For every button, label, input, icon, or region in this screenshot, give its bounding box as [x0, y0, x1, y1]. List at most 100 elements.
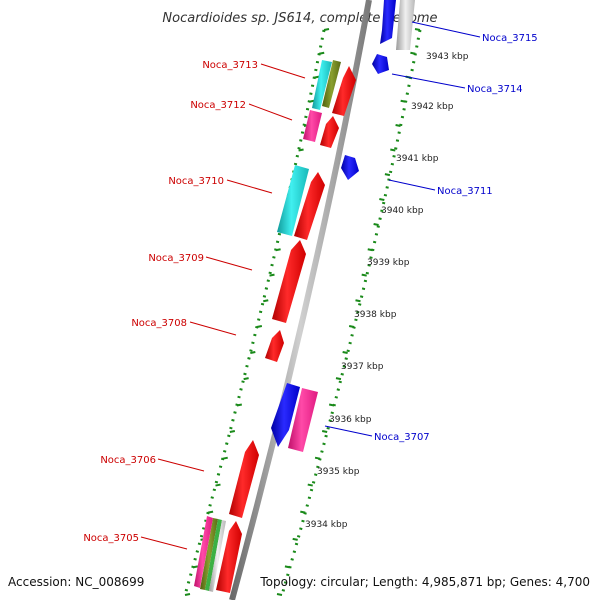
tick-mark	[292, 537, 298, 541]
gene-arrow-3705-magenta	[194, 516, 213, 588]
gene-arrow-3705-green	[205, 519, 222, 591]
tick-mark	[379, 198, 385, 201]
gene-label-3710: Noca_3710	[168, 176, 224, 187]
gene-labels: Noca_3715 Noca_3714 Noca_3713 Noca_3712 …	[83, 33, 537, 544]
leader-3706	[157, 458, 205, 472]
leader-3713	[260, 63, 306, 79]
tick-label-3935: 3935 kbp	[317, 467, 360, 477]
leader-3710	[226, 179, 273, 194]
accession-text: Accession: NC_008699	[8, 575, 144, 589]
gene-arrow-3708	[265, 330, 284, 362]
tick-mark	[414, 28, 421, 31]
tick-mark	[410, 51, 416, 55]
tick-label-3938: 3938 kbp	[354, 310, 397, 320]
gene-arrow-3710-cyan	[277, 165, 309, 236]
tick-mark	[314, 75, 320, 79]
tick-mark	[184, 593, 191, 596]
gene-arrow-3714	[372, 54, 389, 74]
tick-marks	[184, 28, 421, 596]
tick-mark	[323, 28, 330, 31]
tick-mark	[348, 325, 355, 329]
tick-mark	[395, 124, 401, 128]
gene-label-3709: Noca_3709	[148, 253, 204, 264]
tick-mark	[263, 299, 269, 303]
tick-mark	[307, 483, 313, 487]
gene-arrow-3707-magenta	[288, 388, 318, 452]
gene-arrow-3712-magenta	[303, 110, 322, 142]
gene-arrow-3715-grey	[396, 0, 415, 50]
gene-arrow-3706	[229, 440, 259, 518]
tick-mark	[314, 456, 321, 460]
tick-mark	[335, 377, 342, 381]
gene-features	[194, 0, 415, 593]
gene-label-3713: Noca_3713	[202, 60, 258, 71]
gene-arrow-3705-grey	[209, 520, 226, 592]
tick-mark	[229, 430, 236, 433]
tick-mark	[222, 456, 228, 460]
tick-mark	[256, 325, 263, 329]
gene-label-3706: Noca_3706	[100, 455, 156, 466]
tick-mark	[373, 223, 379, 227]
tick-mark	[300, 510, 306, 514]
tick-label-3937: 3937 kbp	[341, 362, 384, 372]
tick-label-3936: 3936 kbp	[329, 415, 372, 425]
leader-3708	[189, 321, 237, 336]
leader-3709	[205, 256, 253, 271]
tick-mark	[355, 299, 361, 303]
leader-3715	[411, 21, 481, 38]
tick-mark	[269, 273, 275, 277]
map-title: Nocardioides sp. JS614, complete genome	[162, 11, 437, 26]
tick-mark	[367, 248, 373, 252]
tick-label-3934: 3934 kbp	[305, 520, 348, 530]
gene-arrow-3711	[341, 155, 359, 180]
tick-mark	[361, 273, 367, 277]
leader-3711	[388, 179, 436, 191]
gene-arrow-3705-olive	[200, 518, 218, 590]
tick-mark	[308, 99, 315, 103]
tick-mark	[243, 377, 249, 381]
tick-mark	[207, 510, 214, 514]
gene-arrow-3712	[320, 116, 339, 148]
gene-label-3707: Noca_3707	[374, 432, 430, 443]
tick-mark	[236, 403, 243, 407]
tick-mark	[384, 173, 391, 177]
leader-3714	[391, 73, 466, 89]
tick-mark	[342, 351, 348, 354]
tick-label-3943: 3943 kbp	[426, 52, 469, 62]
tick-mark	[400, 99, 406, 103]
gene-leaders	[140, 21, 481, 550]
gene-label-3712: Noca_3712	[190, 100, 246, 111]
gene-label-3705: Noca_3705	[83, 533, 139, 544]
leader-3705	[140, 536, 188, 550]
gene-label-3715: Noca_3715	[482, 33, 538, 44]
tick-mark	[215, 483, 221, 487]
gene-arrow-3715	[380, 0, 396, 44]
tick-mark	[276, 593, 283, 596]
tick-mark	[250, 351, 256, 354]
tick-label-3942: 3942 kbp	[411, 102, 454, 112]
gene-arrow-3707	[271, 383, 300, 447]
tick-mark	[275, 248, 281, 252]
tick-mark	[192, 565, 199, 569]
gene-label-3708: Noca_3708	[131, 318, 187, 329]
gene-arrow-3709	[272, 240, 306, 323]
tick-mark	[284, 565, 291, 569]
gene-arrow-3705	[216, 521, 242, 593]
tick-mark	[319, 51, 325, 55]
leader-3707	[324, 425, 373, 437]
tick-mark	[328, 403, 335, 407]
tick-mark	[298, 148, 304, 152]
gene-arrow-3713	[332, 66, 356, 116]
gene-arrow-3713-cyan	[312, 60, 332, 110]
tick-label-3941: 3941 kbp	[396, 154, 439, 164]
tick-labels: 3934 kbp 3935 kbp 3936 kbp 3937 kbp 3938…	[305, 52, 469, 530]
gene-label-3714: Noca_3714	[467, 84, 523, 95]
tick-label-3940: 3940 kbp	[381, 206, 424, 216]
tick-label-3939: 3939 kbp	[367, 258, 410, 268]
topology-text: Topology: circular; Length: 4,985,871 bp…	[259, 575, 590, 589]
gene-label-3711: Noca_3711	[437, 186, 493, 197]
tick-mark	[321, 430, 328, 433]
tick-mark	[390, 148, 396, 152]
leader-3712	[248, 103, 293, 121]
